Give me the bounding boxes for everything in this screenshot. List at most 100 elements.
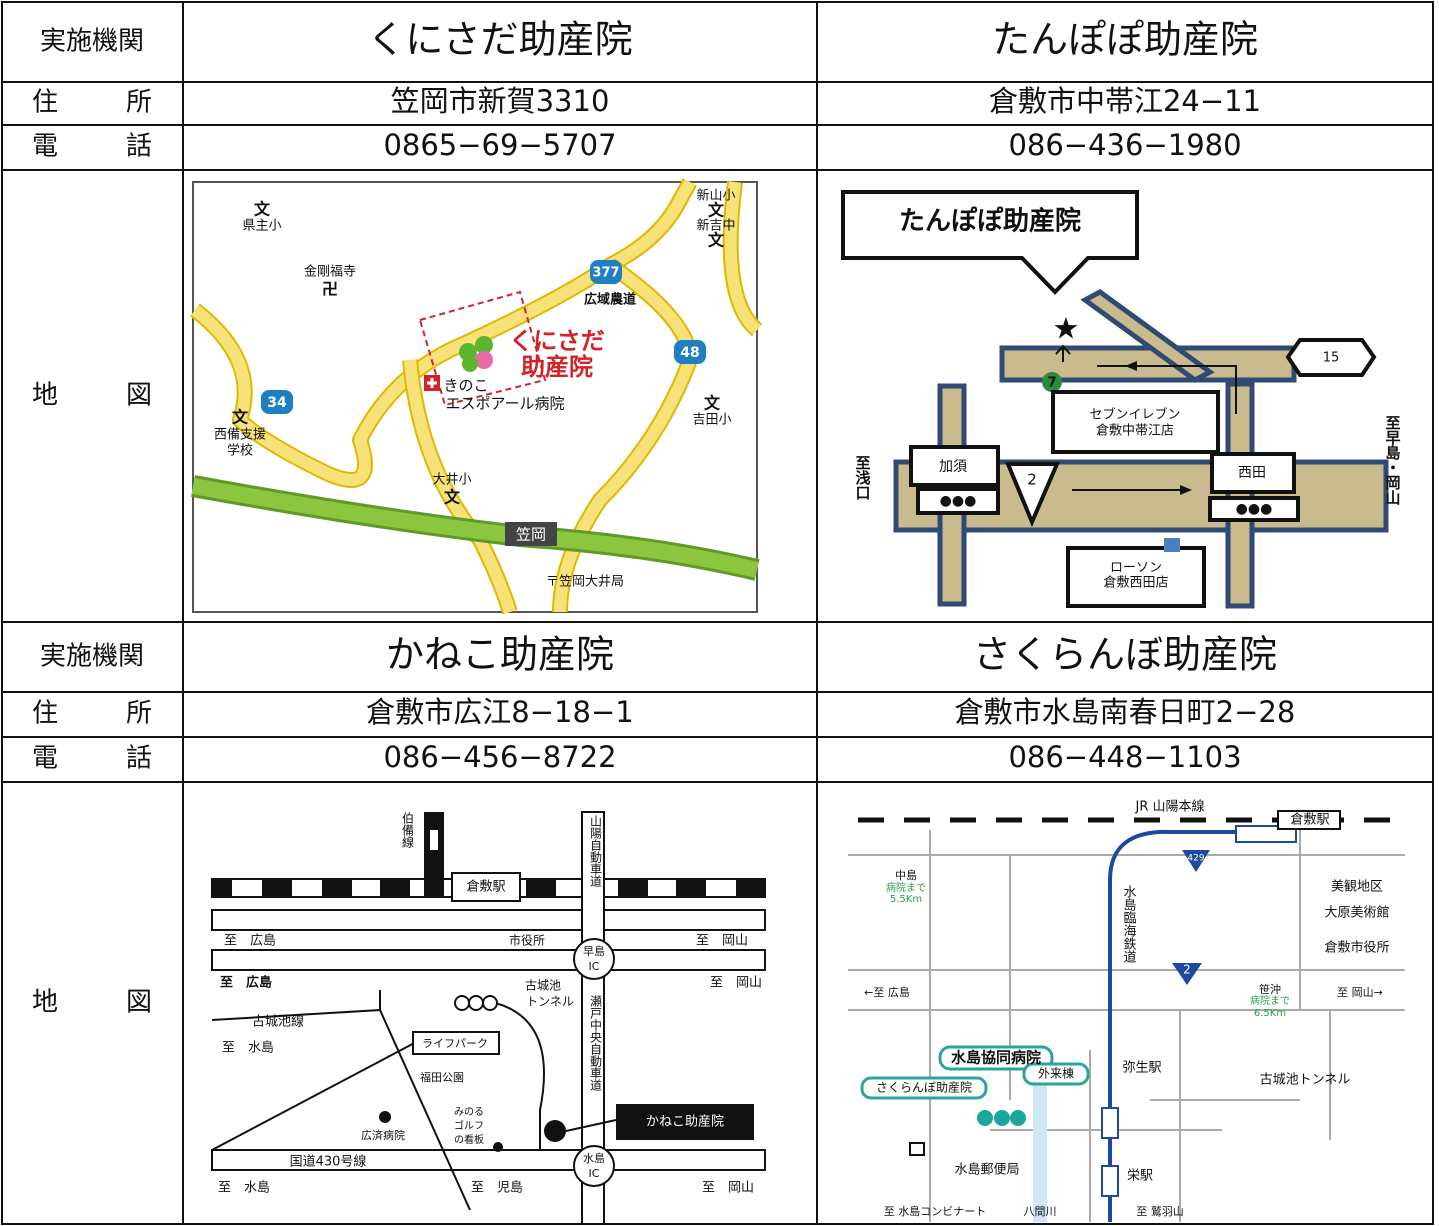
map-label: 2 [1027, 471, 1037, 489]
map-label: 笠岡 [516, 526, 546, 544]
map-label: IC [589, 960, 600, 973]
map-label: 倉敷駅 [466, 880, 505, 895]
clinic-phone: 086−456−8722 [383, 740, 616, 774]
map-label: 西田 [1238, 465, 1266, 481]
map-label: みのる [454, 1106, 484, 1118]
clinic-name: たんぽぽ助産院 [992, 18, 1258, 62]
map-label: 倉敷中帯江店 [1096, 424, 1174, 439]
row-label: 住 所 [32, 88, 152, 118]
map-label: たんぽぽ助産院 [899, 206, 1081, 237]
clinic-address: 笠岡市新賀3310 [391, 84, 610, 118]
map-label: 至 岡山 [696, 934, 748, 949]
map-label: JR 山陽本線 [1135, 799, 1205, 815]
map-label: 2 [1183, 963, 1191, 977]
map-label: 至 鷲羽山 [1136, 1204, 1184, 1218]
map-label: 至 岡山 [710, 976, 762, 991]
svg-text:卍: 卍 [322, 280, 338, 299]
map-label: 大井小 [432, 473, 471, 488]
row-label: 地 図 [32, 381, 152, 411]
map-label: 至 水島 [218, 1181, 270, 1196]
map-label: 水島協同病院 [951, 1049, 1041, 1067]
map-label: 倉敷西田店 [1103, 576, 1168, 591]
map-label: 至 広島 [224, 934, 276, 949]
clinic-name: くにさだ助産院 [367, 18, 632, 62]
map-label: 美観地区 [1331, 880, 1383, 895]
svg-text:文: 文 [254, 200, 271, 219]
map-label: 至浅口 [854, 455, 872, 500]
map-label: くにさだ [509, 327, 605, 355]
clinic-name: さくらんぼ助産院 [973, 633, 1277, 677]
svg-text:文: 文 [708, 231, 725, 250]
map-label: 病院まで [886, 881, 926, 894]
map-label: 瀬戸中央自動車道 [589, 995, 603, 1091]
row-label: 地 図 [32, 988, 152, 1018]
svg-text:★: ★ [1053, 312, 1080, 347]
row-label: 実施機関 [40, 27, 144, 57]
svg-text:●●●: ●●● [1236, 501, 1273, 517]
clinic-address: 倉敷市水島南春日町2−28 [955, 695, 1296, 729]
map-label: 加須 [939, 459, 967, 475]
row-label: 電 話 [32, 132, 152, 162]
map-label: さくらんぼ助産院 [876, 1080, 972, 1095]
map-label: IC [589, 1167, 600, 1180]
map-label: 429 [1187, 854, 1204, 864]
map-label: きのこ [443, 377, 488, 395]
map-label: 市役所 [509, 933, 545, 948]
map-label: 西備支援 [214, 427, 266, 443]
map-label: 国道430号線 [290, 1154, 367, 1170]
map-label: 学校 [227, 443, 253, 459]
clinic-name: かねこ助産院 [386, 633, 614, 677]
map-label: 6.5Km [1254, 1008, 1286, 1019]
map-label: 倉敷市役所 [1324, 940, 1389, 956]
map-tanpopo: ★ 7 ●●● ●●● [841, 190, 1389, 609]
map-label: 水島 [583, 1151, 605, 1165]
map-label: 至 岡山→ [1337, 986, 1383, 999]
map-label: 古城池線 [252, 1014, 304, 1030]
svg-text:文: 文 [444, 488, 461, 507]
map-label: ゴルフ [454, 1119, 484, 1132]
svg-text:文: 文 [232, 408, 249, 427]
map-label: 至 水島 [222, 1041, 274, 1056]
clinic-address: 倉敷市広江8−18−1 [366, 695, 633, 729]
map-label: ライフパーク [422, 1037, 488, 1050]
map-label: ←至 広島 [864, 985, 910, 999]
map-label: 倉敷駅 [1290, 813, 1329, 828]
map-label: エスポアール病院 [445, 395, 564, 413]
map-label: 水島臨海鉄道 [1121, 885, 1137, 963]
svg-text:●●●: ●●● [940, 493, 977, 509]
map-label: 至 児島 [471, 1181, 523, 1196]
map-label: 至 水島コンビナート [884, 1204, 987, 1218]
map-label: トンネル [526, 995, 574, 1009]
clinic-phone: 086−436−1980 [1008, 128, 1241, 162]
map-label: 外来棟 [1038, 1066, 1074, 1081]
svg-text:文: 文 [704, 394, 721, 413]
svg-text:文: 文 [708, 201, 725, 220]
map-label: 県主小 [242, 219, 281, 234]
map-label: 八間川 [1024, 1205, 1057, 1218]
map-label: 15 [1323, 351, 1340, 366]
map-label: 大原美術館 [1324, 906, 1389, 921]
map-label: 早島 [583, 944, 605, 958]
map-label: 古城池 [525, 978, 561, 993]
map-label: 広済病院 [361, 1128, 405, 1142]
map-label: 福田公園 [420, 1070, 464, 1084]
map-label: 至 岡山 [702, 1181, 754, 1196]
map-kunisada: 文文文文文文卍 [190, 178, 763, 615]
map-label: 助産院 [521, 353, 593, 381]
map-label: 吉田小 [692, 413, 731, 428]
map-label: 古城池トンネル [1260, 1073, 1351, 1088]
map-label: 至 広島 [220, 975, 272, 991]
map-label: 笹沖 [1259, 983, 1281, 996]
map-label: 弥生駅 [1122, 1060, 1161, 1076]
map-label: 〒笠岡大井局 [546, 575, 624, 590]
map-label: 伯備線 [401, 811, 415, 848]
map-label: 病院まで [1250, 994, 1290, 1007]
clinic-phone: 0865−69−5707 [383, 128, 616, 162]
map-label: 5.5Km [890, 894, 922, 905]
clinic-phone: 086−448−1103 [1008, 740, 1241, 774]
row-label: 住 所 [32, 699, 152, 729]
map-label: 広域農道 [584, 292, 636, 308]
